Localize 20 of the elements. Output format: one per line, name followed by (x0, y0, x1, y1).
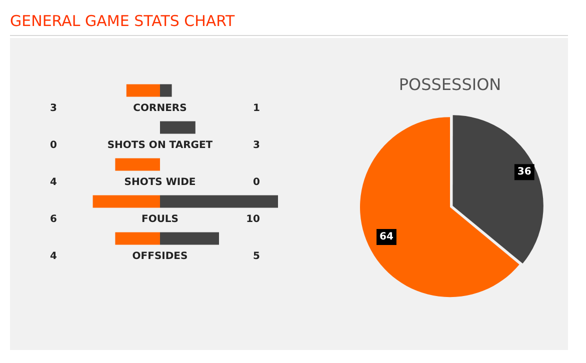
data-label: 10 (246, 214, 260, 226)
data-label: 4 (50, 251, 57, 262)
category-label: SHOTS ON TARGET (107, 140, 213, 152)
data-label: 4 (50, 177, 57, 188)
chart-title: GENERAL GAME STATS CHART (10, 12, 235, 30)
data-label: 0 (50, 140, 57, 152)
data-label: 5 (253, 251, 260, 262)
bar (160, 121, 196, 134)
data-label: 1 (253, 103, 260, 114)
data-label: 0 (253, 177, 260, 188)
data-label: 3 (50, 103, 57, 114)
chart-title: POSSESSION (398, 74, 502, 94)
data-label: 64 (380, 232, 394, 243)
category-label: OFFSIDES (132, 251, 188, 262)
data-label: 3 (253, 140, 260, 152)
category-label: CORNERS (133, 103, 187, 114)
data-label: 6 (50, 214, 57, 226)
category-label: SHOTS WIDE (124, 177, 196, 188)
category-label: FOULS (141, 214, 179, 226)
data-label: 36 (517, 166, 532, 178)
